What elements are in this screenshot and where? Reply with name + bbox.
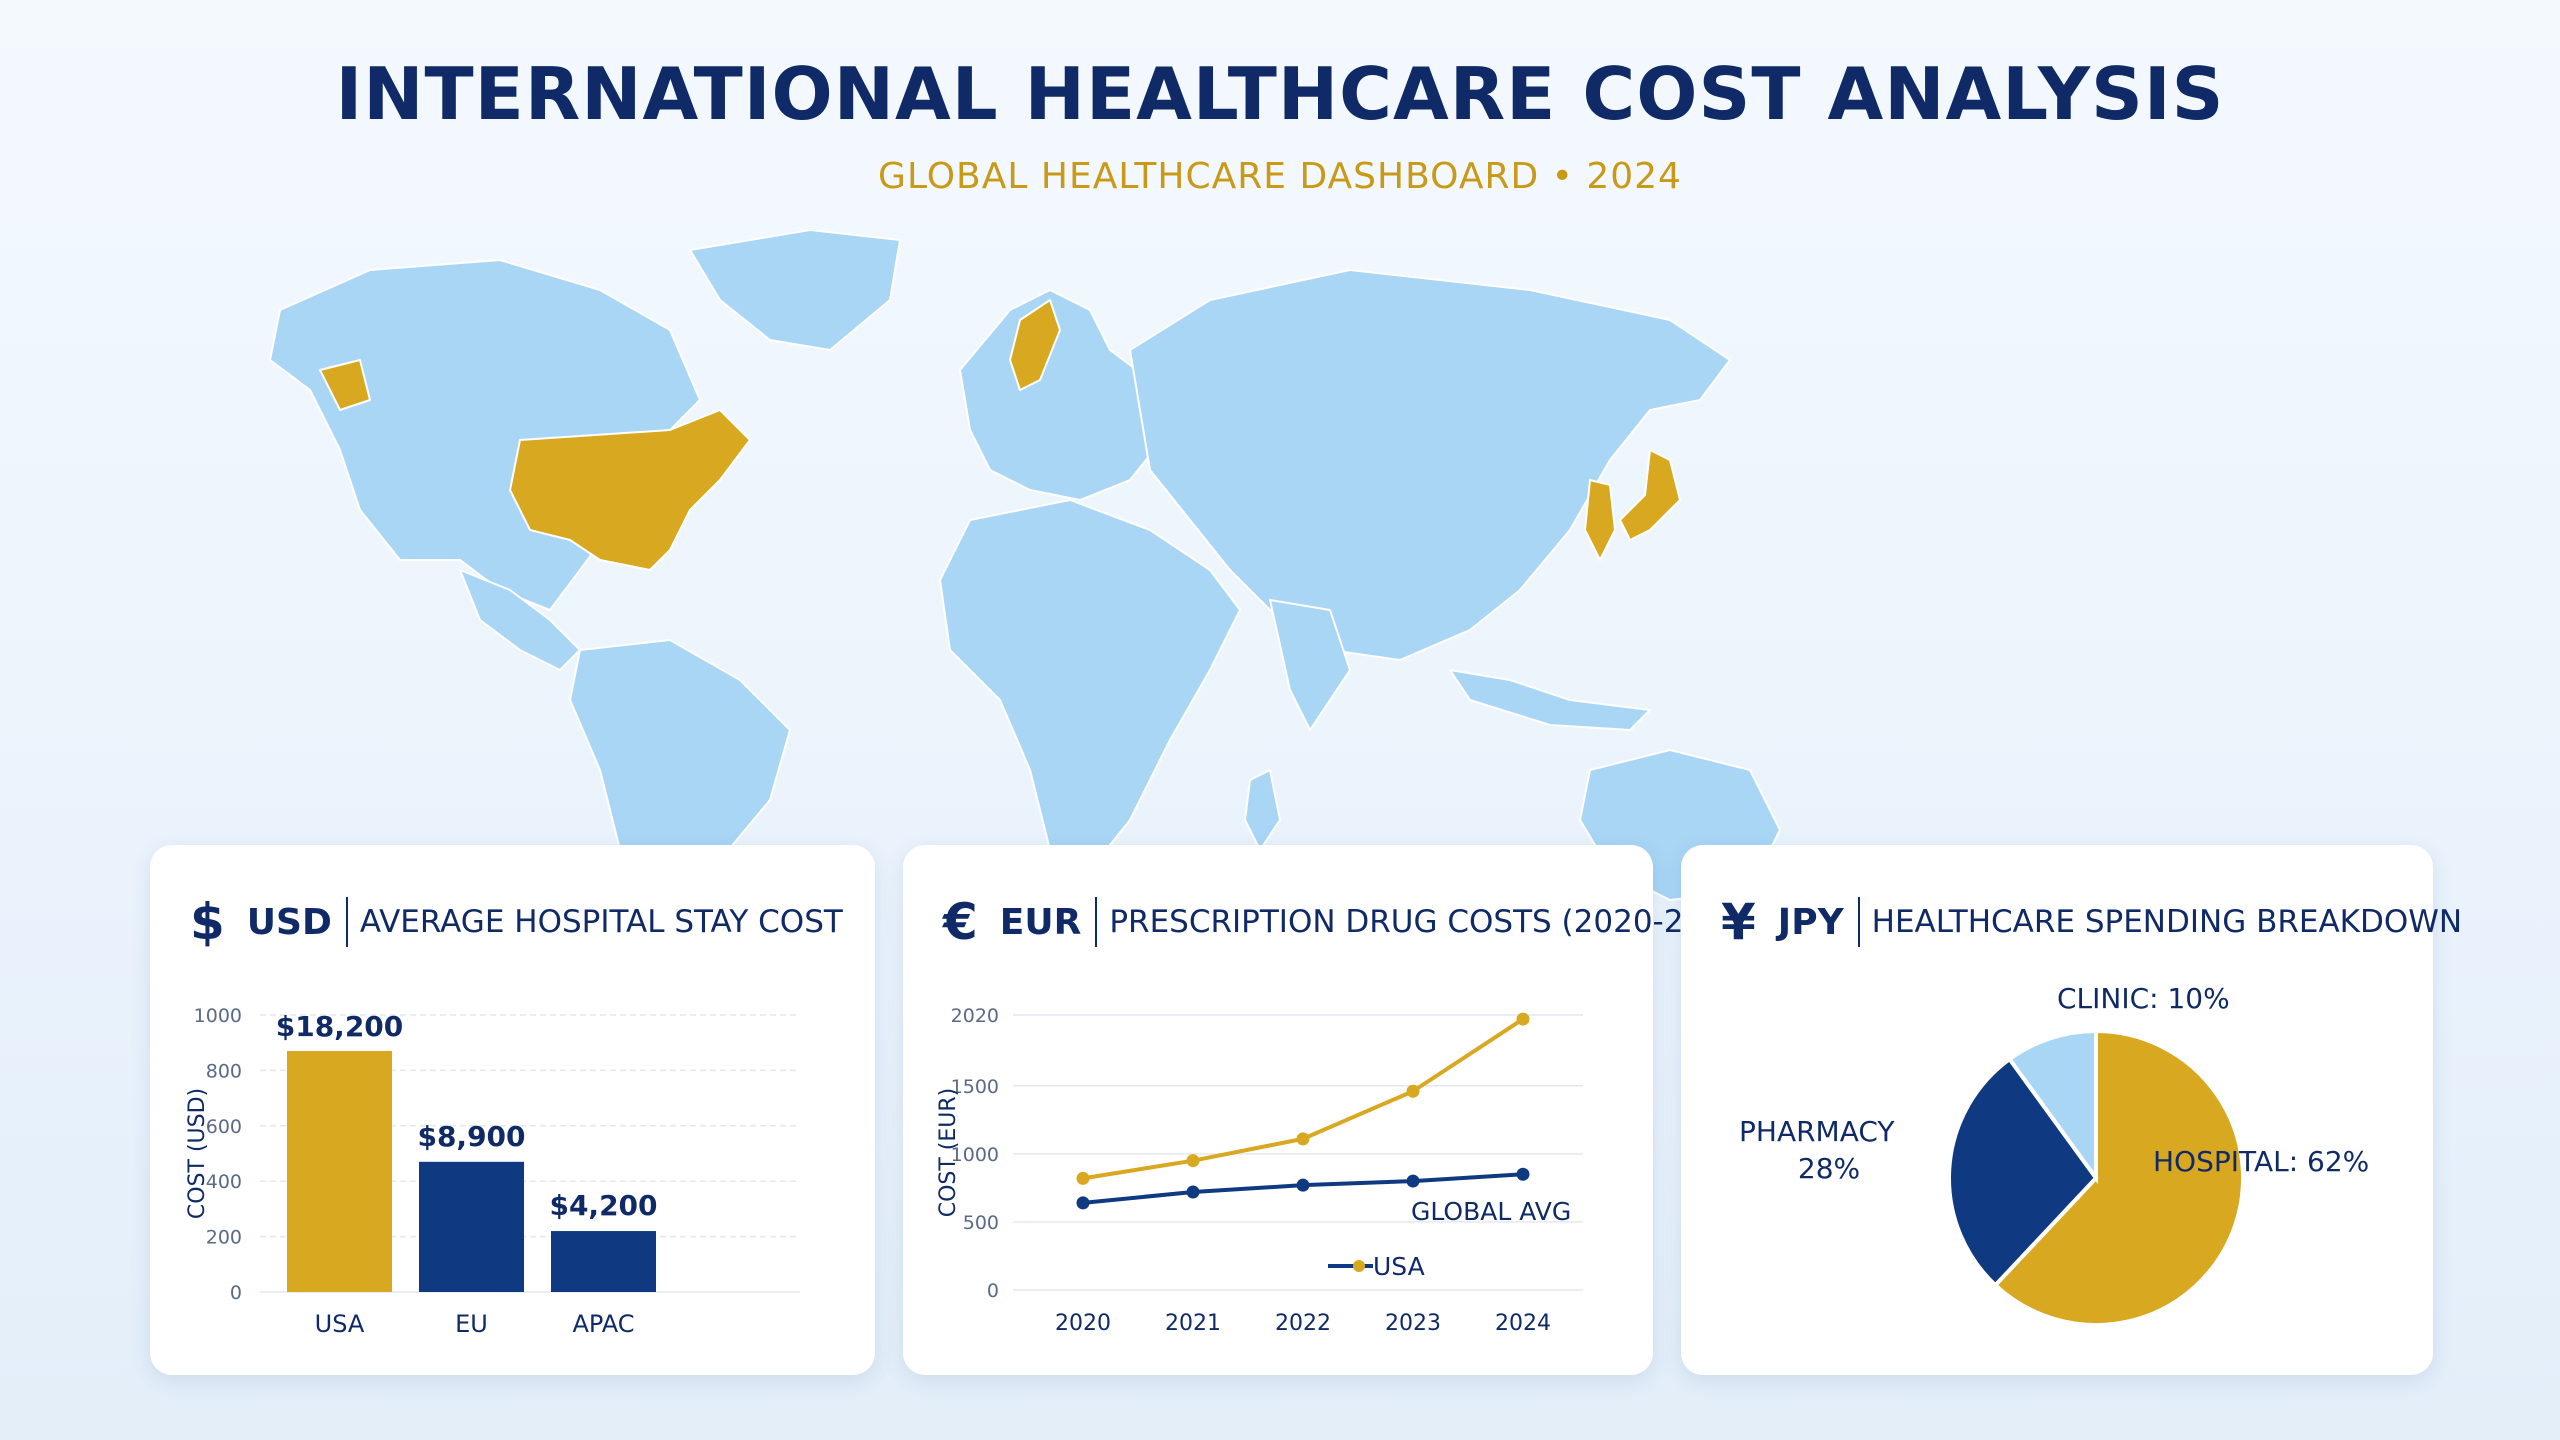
spending-breakdown-card: ¥ JPY HEALTHCARE SPENDING BREAKDOWN HOSP… [1681,845,2462,1375]
x-tick-label: APAC [572,1310,634,1338]
currency-code: USD [246,901,332,943]
legend-label-usa: USA [1373,1252,1425,1281]
slice-label-clinic: CLINIC: 10% [2057,982,2230,1015]
dollar-icon: $ [190,893,225,951]
pie-slice-hospital [1992,1028,2245,1327]
line-chart: 0 500 1000 1500 2020 COST (EUR) 2020 2021 2022 20… [936,1005,1583,1336]
card-header: $ USD AVERAGE HOSPITAL STAY COST [190,887,843,957]
data-point [1296,1132,1310,1146]
data-point [1076,1196,1090,1210]
data-point [1186,1154,1200,1168]
y-tick-label: 2020 [951,1005,999,1027]
y-axis-label: COST (EUR) [936,1088,961,1218]
page-title: INTERNATIONAL HEALTHCARE COST ANALYSIS [335,52,2225,136]
yen-icon: ¥ [1721,893,1756,951]
map-africa [939,499,1241,871]
header-divider [1095,897,1098,947]
x-tick-label: 2024 [1495,1311,1551,1336]
y-tick-label: 0 [987,1280,999,1302]
data-point [1406,1084,1420,1098]
data-point [1516,1167,1530,1181]
bar-value-label: $4,200 [549,1189,657,1222]
prescription-drug-cost-card: € EUR PRESCRIPTION DRUG COSTS (2020-2024… [903,845,1755,1375]
slice-value-pharmacy: 28% [1798,1152,1860,1185]
card-header: ¥ JPY HEALTHCARE SPENDING BREAKDOWN [1721,887,2462,957]
map-alaska-highlight [319,359,371,411]
world-map [250,229,2250,921]
pie-slice-pharmacy [1947,1056,2099,1288]
map-madagascar [1244,769,1281,851]
map-usa-highlight [509,409,751,571]
slice-label-pharmacy: PHARMACY [1739,1115,1895,1148]
card-header: € EUR PRESCRIPTION DRUG COSTS (2020-2024… [943,887,1755,957]
y-tick-label: 0 [230,1282,242,1304]
header-divider [345,897,348,947]
bar-chart: 0 200 400 600 800 1000 COST (USD) USA $18,200 EU $… [185,1005,800,1338]
pie-slice-clinic [2006,1028,2098,1185]
x-tick-label: EU [455,1310,488,1338]
y-tick-label: 200 [206,1227,242,1249]
bar-value-label: $18,200 [276,1010,404,1043]
x-tick-label: 2023 [1385,1311,1441,1336]
currency-code: EUR [999,901,1082,943]
pie-chart: HOSPITAL: 62% PHARMACY 28% CLINIC: 10% [1739,982,2369,1327]
data-point [1406,1174,1420,1188]
map-norway-highlight [1009,299,1061,391]
map-asia [1129,269,1731,661]
currency-code: JPY [1777,901,1844,943]
card-title: PRESCRIPTION DRUG COSTS (2020-2024) [1109,904,1755,940]
x-tick-label: 2022 [1275,1311,1331,1336]
bar-usa [287,1051,392,1292]
data-point [1516,1012,1530,1026]
world-map-graphic [269,229,1781,921]
y-tick-label: 600 [206,1116,242,1138]
series-label-global-avg: GLOBAL AVG [1411,1197,1571,1226]
map-indonesia [1449,669,1651,731]
y-tick-label: 500 [963,1212,999,1234]
hospital-stay-cost-card: $ USD AVERAGE HOSPITAL STAY COST 0 200 400… [150,845,875,1375]
legend-marker-usa [1353,1260,1365,1272]
card-title: HEALTHCARE SPENDING BREAKDOWN [1871,904,2463,940]
y-tick-label: 1000 [194,1005,242,1027]
x-tick-label: 2020 [1055,1311,1111,1336]
map-india [1269,599,1351,731]
data-point [1076,1171,1090,1185]
x-tick-label: 2021 [1165,1311,1221,1336]
bar-apac [551,1231,656,1292]
map-central-america [459,569,581,671]
x-tick-label: USA [315,1310,365,1338]
euro-icon: € [943,893,978,951]
card-title: AVERAGE HOSPITAL STAY COST [359,904,843,940]
map-korea-highlight [1584,479,1616,561]
data-point [1296,1178,1310,1192]
slice-label-hospital: HOSPITAL: 62% [2153,1145,2369,1178]
header-divider [1857,897,1860,947]
page-subtitle: GLOBAL HEALTHCARE DASHBOARD • 2024 [878,156,1682,197]
y-tick-label: 1000 [951,1144,999,1166]
data-point [1186,1185,1200,1199]
map-greenland [689,229,901,351]
bar-eu [419,1161,524,1292]
y-tick-label: 400 [206,1171,242,1193]
y-axis-label: COST (USD) [185,1088,210,1219]
bar-value-label: $8,900 [417,1120,525,1153]
y-tick-label: 1500 [951,1076,999,1098]
y-tick-label: 800 [206,1060,242,1082]
map-japan-highlight [1619,449,1681,541]
